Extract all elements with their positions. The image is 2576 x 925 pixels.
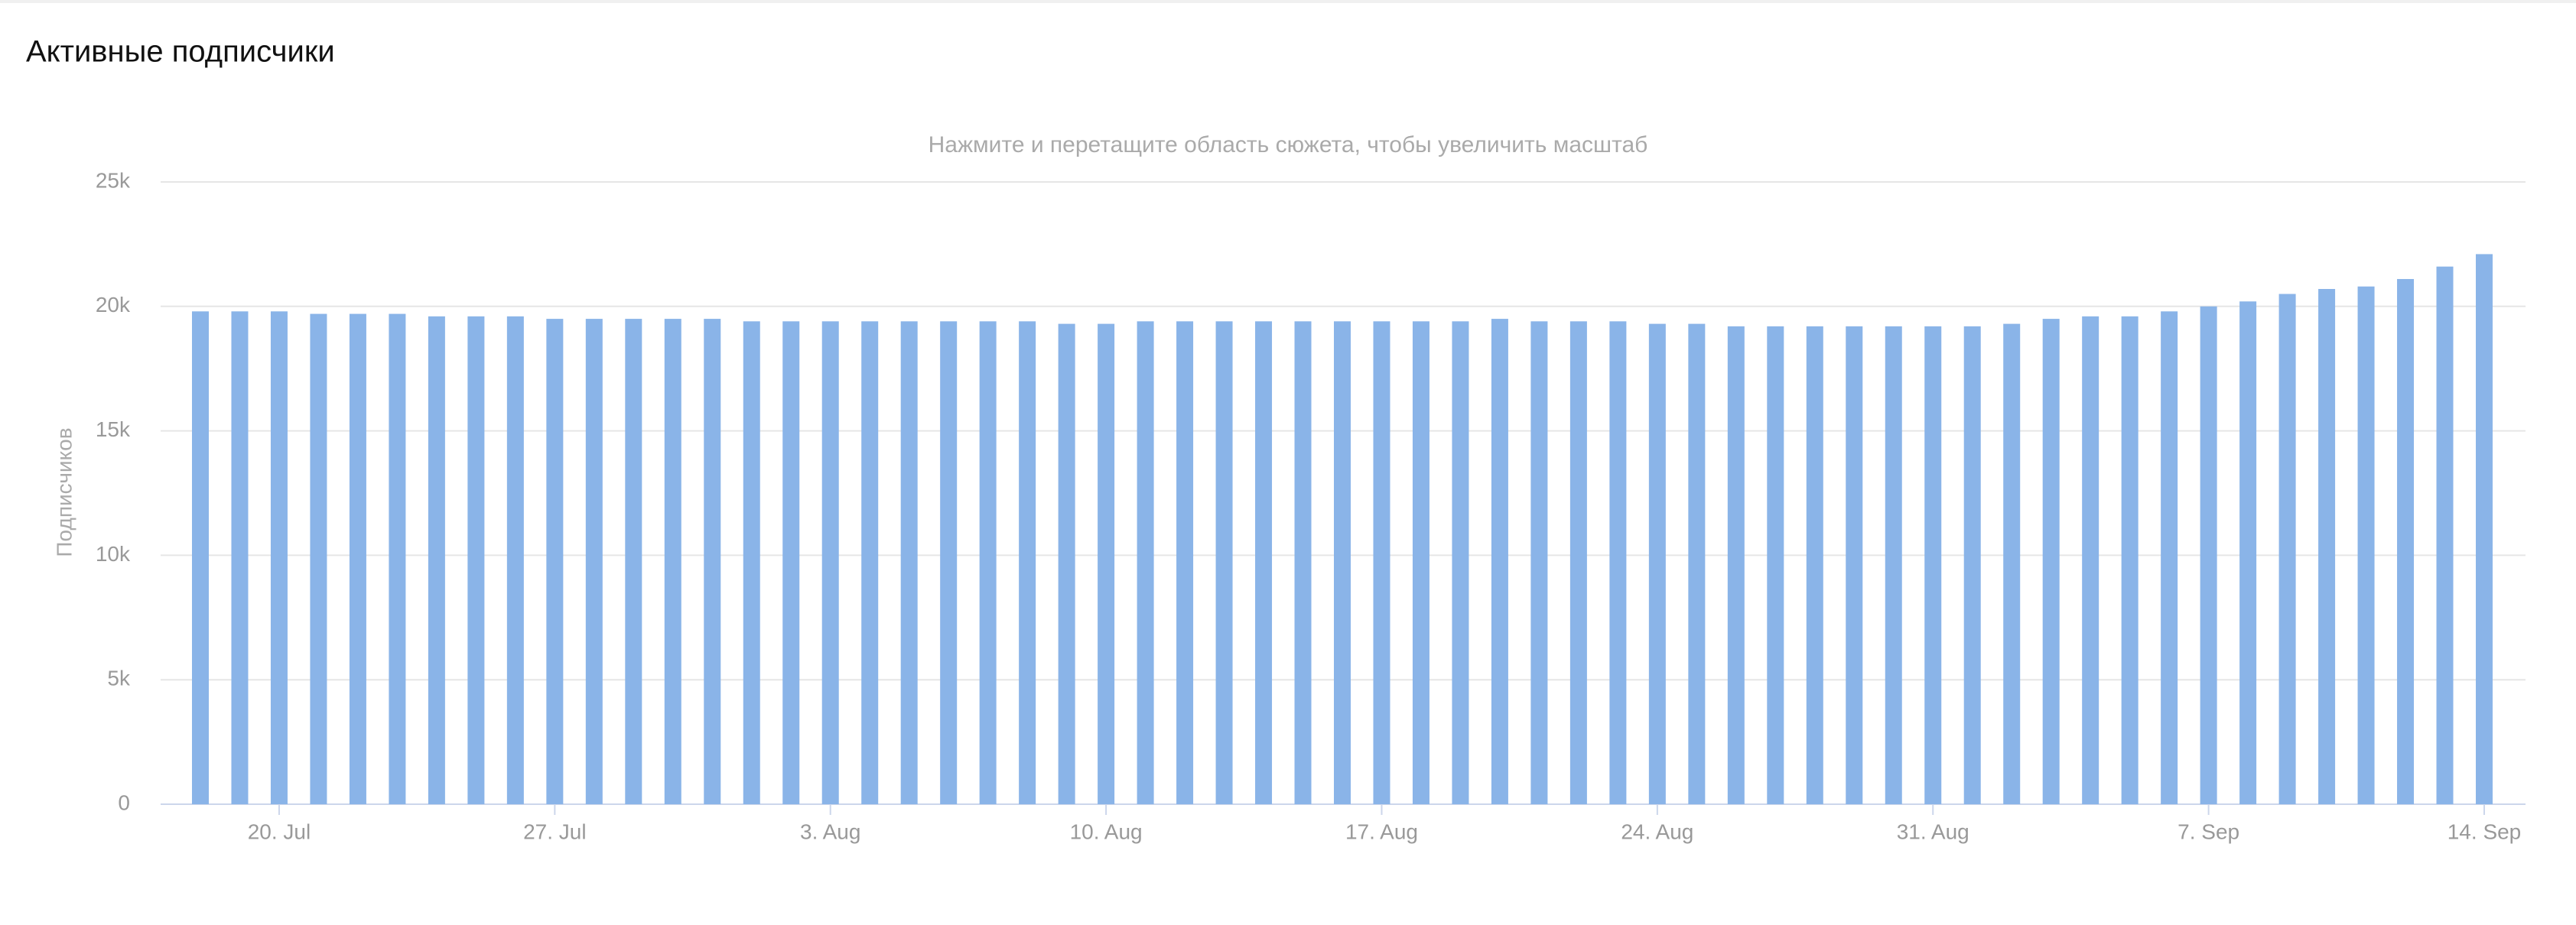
bar: [1806, 326, 1823, 804]
y-tick-label: 20k: [96, 293, 131, 316]
bar: [1846, 326, 1863, 804]
bar: [349, 313, 366, 804]
bar: [2121, 316, 2139, 805]
bar: [1255, 321, 1273, 804]
bar: [782, 321, 800, 804]
x-tick-label: 3. Aug: [800, 820, 860, 843]
bar: [231, 311, 249, 804]
bar: [1098, 323, 1115, 804]
bar: [2397, 278, 2415, 804]
bar: [1924, 326, 1942, 804]
bar: [1373, 321, 1390, 804]
bar: [1648, 323, 1666, 804]
bar: [2278, 294, 2296, 804]
bar: [1334, 321, 1351, 804]
bar: [467, 316, 485, 805]
chart-title: Активные подписчики: [26, 35, 335, 69]
bar: [625, 319, 642, 805]
x-tick-label: 20. Jul: [248, 820, 311, 843]
bar: [861, 321, 879, 804]
bar: [2239, 301, 2257, 805]
bar: [2042, 319, 2060, 805]
bar: [979, 321, 997, 804]
y-tick-label: 25k: [96, 168, 131, 192]
bar: [2003, 323, 2021, 804]
bar: [2082, 316, 2100, 805]
bar: [1294, 321, 1312, 804]
bar: [585, 319, 603, 805]
bar: [2476, 254, 2493, 804]
y-tick-label: 15k: [96, 417, 131, 441]
bar: [900, 321, 918, 804]
bar: [1727, 326, 1745, 804]
x-tick-label: 24. Aug: [1621, 820, 1693, 843]
bar: [1019, 321, 1036, 804]
bar: [1569, 321, 1587, 804]
x-tick-label: 17. Aug: [1345, 820, 1418, 843]
bar: [664, 319, 681, 805]
y-tick-label: 10k: [96, 542, 131, 566]
bar: [1137, 321, 1154, 804]
bar: [1176, 321, 1194, 804]
bar: [1215, 321, 1233, 804]
bar: [1609, 321, 1627, 804]
x-tick-label: 31. Aug: [1897, 820, 1969, 843]
bar: [704, 319, 721, 805]
bar: [2200, 306, 2217, 804]
bar: [1767, 326, 1784, 804]
bar: [546, 319, 564, 805]
x-tick-label: 27. Jul: [523, 820, 587, 843]
bar: [1963, 326, 1981, 804]
y-tick-label: 0: [118, 790, 130, 814]
bar: [1491, 319, 1508, 805]
y-axis-title: Подписчиков: [52, 427, 76, 557]
bar: [2436, 266, 2454, 805]
bar: [506, 316, 524, 805]
bar: [2161, 311, 2178, 804]
bar: [389, 313, 406, 804]
bar: [743, 321, 760, 804]
bar: [2357, 286, 2375, 804]
x-tick-label: 7. Sep: [2178, 820, 2239, 843]
bar: [821, 321, 839, 804]
bar: [2318, 289, 2336, 804]
bar: [940, 321, 958, 804]
bar: [192, 311, 209, 804]
chart-subtitle: Нажмите и перетащите область сюжета, что…: [929, 132, 1648, 157]
bar: [1885, 326, 1902, 804]
x-tick-label: 10. Aug: [1070, 820, 1143, 843]
y-tick-label: 5k: [107, 667, 131, 690]
bar: [1452, 321, 1469, 804]
bar: [428, 316, 445, 805]
bar: [1688, 323, 1706, 804]
bar: [1530, 321, 1548, 804]
x-tick-label: 14. Sep: [2448, 820, 2522, 843]
bar: [1412, 321, 1429, 804]
bar: [1058, 323, 1075, 804]
bar: [270, 311, 288, 804]
bar: [310, 313, 327, 804]
